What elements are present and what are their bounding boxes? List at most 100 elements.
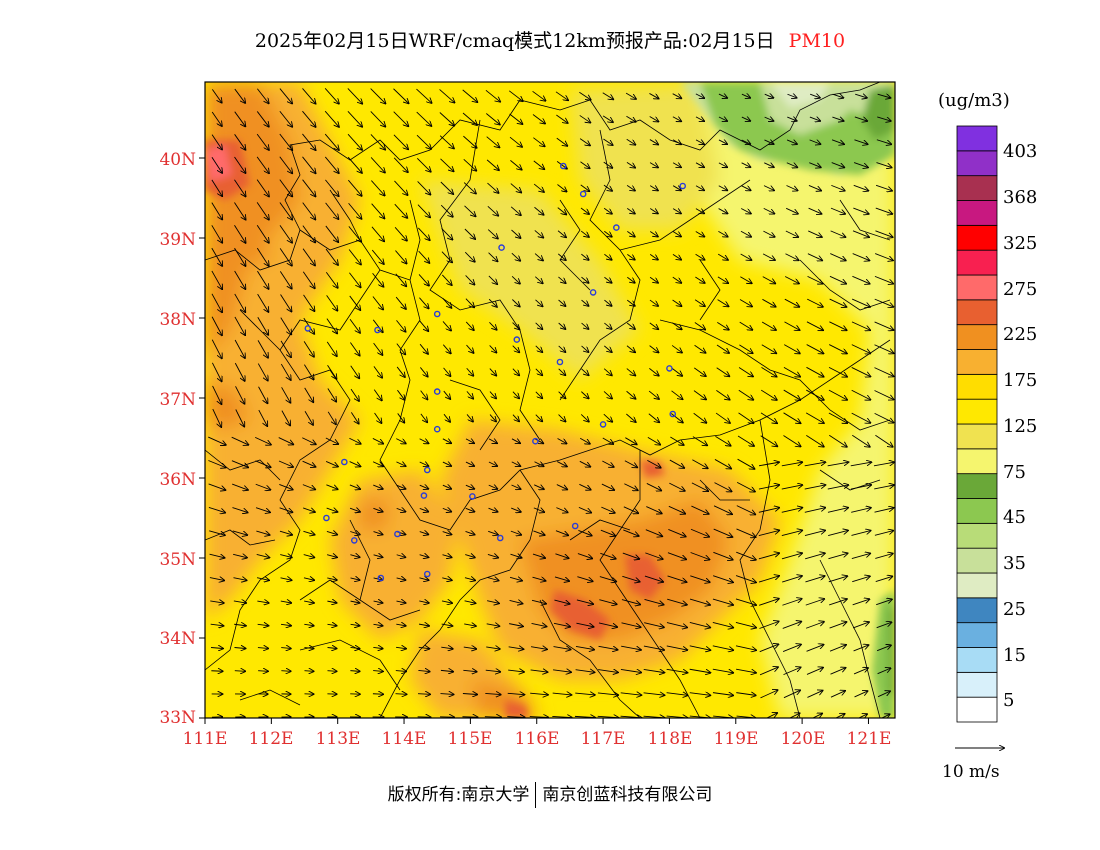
- wind-arrow: [489, 345, 497, 352]
- wind-arrow: [625, 92, 636, 99]
- wind-arrow: [598, 670, 618, 673]
- wind-arrow: [828, 530, 848, 536]
- wind-arrow: [556, 114, 567, 123]
- wind-arrow: [558, 322, 566, 329]
- wind-arrow: [558, 299, 566, 306]
- wind-arrow: [880, 714, 889, 718]
- wind-arrow: [787, 94, 796, 98]
- lon-label-117e: 117E: [580, 729, 626, 749]
- wind-arrow: [534, 230, 543, 237]
- wind-arrow: [397, 413, 405, 422]
- wind-arrow: [257, 363, 267, 381]
- wind-arrow: [208, 506, 225, 512]
- wind-arrow: [507, 717, 524, 718]
- wind-arrow: [851, 412, 871, 423]
- wind-arrow: [786, 162, 797, 168]
- wind-arrow: [557, 230, 566, 237]
- wind-arrow: [232, 530, 247, 535]
- wind-arrow: [581, 391, 588, 399]
- chart-title: 2025年02月15日WRF/cmaq模式12km预报产品:02月15日 PM10: [0, 26, 1100, 53]
- wind-arrow: [211, 316, 222, 336]
- lon-label-120e: 120E: [780, 729, 826, 749]
- wind-arrow: [372, 461, 383, 466]
- wind-arrow: [530, 670, 548, 672]
- wind-arrow: [804, 508, 825, 513]
- wind-arrow: [580, 161, 589, 169]
- wind-arrow: [827, 485, 848, 490]
- wind-arrow: [278, 437, 294, 445]
- wind-arrow: [211, 339, 222, 359]
- wind-arrow: [349, 295, 361, 310]
- copyright-footer: 版权所有:南京大学 南京创蓝科技有限公司: [0, 780, 1100, 808]
- wind-arrow: [257, 340, 268, 357]
- wind-arrow: [852, 622, 869, 629]
- lon-label-118e: 118E: [647, 729, 693, 749]
- wind-arrow: [557, 438, 567, 443]
- wind-arrow: [279, 507, 293, 512]
- wind-arrow: [465, 485, 474, 489]
- wind-arrow: [349, 272, 360, 288]
- wind-arrow: [256, 247, 268, 266]
- wind-arrow: [231, 436, 249, 445]
- wind-arrow: [304, 410, 313, 425]
- wind-arrow: [279, 531, 292, 535]
- wind-arrow: [234, 134, 246, 149]
- wind-arrow: [874, 412, 894, 422]
- wind-arrow: [373, 389, 382, 401]
- wind-arrow: [874, 298, 894, 307]
- wind-arrow: [417, 181, 431, 194]
- wind-arrow: [716, 344, 729, 353]
- wind-arrow: [828, 576, 847, 583]
- wind-arrow: [465, 508, 475, 511]
- wind-arrow: [396, 462, 405, 466]
- wind-arrow: [604, 276, 611, 283]
- wind-arrow: [350, 624, 360, 625]
- wind-arrow: [576, 599, 593, 604]
- wind-arrow: [557, 207, 566, 215]
- wind-arrow: [649, 276, 658, 283]
- wind-arrow: [511, 485, 521, 489]
- wind-arrow: [597, 693, 618, 695]
- wind-arrow: [258, 386, 268, 403]
- wind-arrow: [736, 693, 755, 696]
- wind-arrow: [580, 207, 589, 214]
- wind-arrow: [279, 133, 292, 150]
- wind-arrow: [280, 624, 291, 625]
- wind-arrow: [718, 117, 727, 121]
- wind-arrow: [811, 714, 822, 718]
- wind-arrow: [627, 276, 634, 282]
- wind-arrow: [739, 321, 753, 330]
- colorbar-swatch: [956, 448, 998, 475]
- wind-arrow: [393, 157, 408, 172]
- wind-arrow: [736, 528, 755, 537]
- wind-arrow: [256, 111, 269, 126]
- wind-arrow: [488, 298, 497, 307]
- wind-arrow: [349, 508, 360, 512]
- wind-arrow: [851, 321, 870, 330]
- wind-arrow: [208, 483, 226, 490]
- wind-arrow: [325, 202, 339, 219]
- wind-arrow: [511, 439, 520, 443]
- wind-arrow: [599, 576, 616, 582]
- wind-arrow: [806, 668, 823, 675]
- wind-arrow: [509, 577, 522, 580]
- wind-arrow: [852, 230, 869, 237]
- wind-arrow: [670, 413, 682, 422]
- wind-arrow: [280, 317, 291, 335]
- wind-arrow: [850, 462, 871, 467]
- wind-arrow: [649, 139, 658, 145]
- wind-arrow: [234, 88, 245, 103]
- wind-arrow: [439, 112, 454, 126]
- wind-arrow: [489, 414, 496, 422]
- wind-arrow: [211, 111, 222, 126]
- station-marker: [423, 570, 431, 578]
- wind-arrow: [511, 276, 520, 283]
- wind-arrow: [874, 344, 894, 353]
- wind-arrow: [462, 693, 477, 694]
- wind-arrow: [327, 364, 337, 379]
- wind-arrow: [534, 206, 543, 214]
- wind-arrow: [875, 230, 892, 237]
- wind-arrow: [394, 227, 407, 240]
- wind-arrow: [489, 321, 496, 329]
- wind-arrow: [280, 578, 292, 580]
